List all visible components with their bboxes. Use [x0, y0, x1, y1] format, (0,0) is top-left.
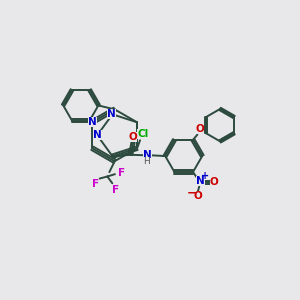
Text: N: N [143, 150, 152, 160]
Text: O: O [129, 132, 137, 142]
Text: N: N [93, 130, 102, 140]
Text: N: N [107, 109, 116, 119]
Text: O: O [209, 177, 218, 187]
Text: O: O [194, 191, 202, 201]
Text: F: F [118, 168, 125, 178]
Text: N: N [88, 117, 97, 127]
Text: F: F [112, 185, 119, 195]
Text: O: O [196, 124, 204, 134]
Text: N: N [196, 176, 205, 186]
Text: Cl: Cl [137, 129, 148, 139]
Text: +: + [201, 171, 209, 181]
Text: −: − [186, 186, 197, 200]
Text: F: F [92, 178, 99, 189]
Text: H: H [143, 157, 150, 166]
